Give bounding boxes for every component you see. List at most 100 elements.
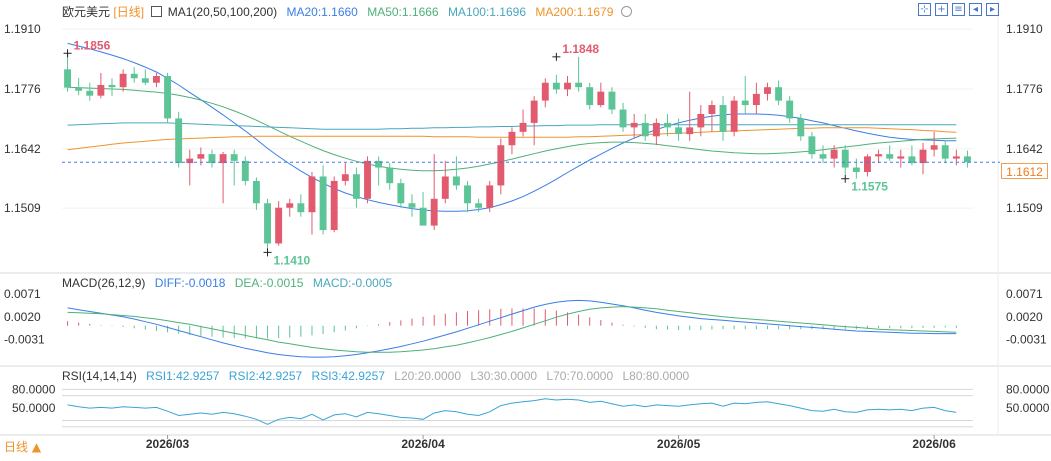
candle-body xyxy=(97,84,105,96)
candle-body xyxy=(375,160,383,168)
candle-body xyxy=(608,91,616,110)
rsi1-value: RSI1:42.9257 xyxy=(146,369,220,383)
macd-dif-line xyxy=(67,299,957,358)
candle-body xyxy=(630,122,638,128)
candle-body xyxy=(864,156,871,173)
candle-body xyxy=(186,158,194,164)
ma20-line xyxy=(67,42,957,212)
candle-body xyxy=(808,136,816,155)
macd-tick-label-left: -0.0031 xyxy=(4,332,45,346)
candle-body xyxy=(441,176,449,199)
extreme-price-label: 1.1848 xyxy=(562,42,599,56)
candle-body xyxy=(941,145,949,159)
y-tick-label-left: 1.1509 xyxy=(4,201,41,215)
macd-tick-label-left: 0.0020 xyxy=(4,310,41,324)
x-tick-label: 2026/06 xyxy=(912,437,956,451)
rsi-l70: L70:70.0000 xyxy=(546,369,614,383)
candle-body xyxy=(952,156,960,159)
rsi-tick-label-left: 50.0000 xyxy=(12,401,56,415)
extreme-price-label: 1.1856 xyxy=(74,38,111,52)
candle-body xyxy=(341,174,349,181)
candle-body xyxy=(408,203,416,208)
candle-body xyxy=(786,100,794,119)
candle-body xyxy=(930,145,938,150)
candle-body xyxy=(386,167,394,184)
candle-body xyxy=(764,87,771,94)
candle-body xyxy=(86,90,94,96)
y-tick-label-left: 1.1776 xyxy=(4,82,41,96)
chart-type-icon[interactable]: ⊹ xyxy=(918,3,931,16)
ma50-value: MA50:1.1666 xyxy=(367,5,439,19)
candle-body xyxy=(964,156,971,163)
candle-body xyxy=(352,174,360,199)
rsi3-value: RSI3:42.9257 xyxy=(311,369,385,383)
rsi2-value: RSI2:42.9257 xyxy=(228,369,303,383)
candle-body xyxy=(297,203,305,213)
period-button[interactable]: 日线 ▲ xyxy=(4,440,42,454)
candle-body xyxy=(741,100,749,106)
x-tick-label: 2026/04 xyxy=(401,437,445,451)
candle-body xyxy=(852,167,860,173)
indicator-toggle-icon[interactable] xyxy=(151,6,163,17)
ma100-value: MA100:1.1696 xyxy=(447,5,526,19)
candle-body xyxy=(308,176,316,213)
candle-body xyxy=(686,127,694,135)
rsi-header: RSI(14,14,14) RSI1:42.9257 RSI2:42.9257 … xyxy=(62,369,689,383)
candle-body xyxy=(708,105,716,114)
candle-body xyxy=(330,180,338,231)
candle-body xyxy=(897,156,905,159)
candle-body xyxy=(241,160,249,181)
candle-body xyxy=(464,185,471,204)
candle-body xyxy=(641,122,649,137)
candle-body xyxy=(364,160,371,199)
prev-icon[interactable]: ◂ xyxy=(969,3,982,16)
crosshair-icon[interactable]: + xyxy=(935,3,948,16)
period-label[interactable]: [日线] xyxy=(113,5,145,19)
macd-tick-label-right: 0.0020 xyxy=(1006,310,1043,324)
x-tick-label: 2026/05 xyxy=(657,437,701,451)
ma20-value: MA20:1.1660 xyxy=(286,5,358,19)
extreme-price-label: 1.1575 xyxy=(851,180,888,194)
rsi-tick-label-right: 50.0000 xyxy=(1006,401,1050,415)
candle-body xyxy=(664,122,671,128)
macd-tick-label-right: 0.0071 xyxy=(1006,287,1043,301)
candle-body xyxy=(508,131,516,146)
candle-body xyxy=(719,105,727,132)
settings-icon[interactable]: ≡ xyxy=(952,3,965,16)
candle-body xyxy=(908,156,916,164)
macd-tick-label-right: -0.0031 xyxy=(1006,332,1047,346)
candle-body xyxy=(264,203,271,244)
candle-body xyxy=(175,118,183,164)
rsi-l20: L20:20.0000 xyxy=(394,369,461,383)
candle-body xyxy=(152,76,160,83)
macd-diff: DIFF:-0.0018 xyxy=(154,276,226,290)
candle-body xyxy=(541,82,549,101)
candle-body xyxy=(219,154,227,164)
rsi-line xyxy=(67,398,957,425)
candle-body xyxy=(252,180,260,204)
ma100-line xyxy=(67,122,957,130)
rsi-tick-label-right: 80.0000 xyxy=(1006,382,1050,396)
y-tick-label-right: 1.1642 xyxy=(1006,142,1043,156)
next-icon[interactable]: ▸ xyxy=(986,3,999,16)
ma-settings-icon[interactable] xyxy=(620,6,632,17)
macd-value: MACD:-0.0005 xyxy=(312,276,393,290)
candle-body xyxy=(119,73,127,88)
extreme-price-label: 1.1410 xyxy=(274,253,311,267)
y-tick-label-left: 1.1642 xyxy=(4,142,41,156)
current-price-tag: 1.1612 xyxy=(1001,163,1048,179)
rsi-l30: L30:30.0000 xyxy=(470,369,538,383)
candle-body xyxy=(197,154,205,159)
candle-body xyxy=(830,149,838,159)
candle-body xyxy=(164,76,171,119)
candle-body xyxy=(286,203,294,208)
macd-dea: DEA:-0.0015 xyxy=(234,276,304,290)
y-tick-label-left: 1.1910 xyxy=(4,22,41,36)
candle-body xyxy=(819,154,827,159)
candle-body xyxy=(230,154,238,161)
candle-body xyxy=(564,82,571,90)
chart-toolbar: ⊹ + ≡ ◂ ▸ xyxy=(918,3,999,16)
candle-body xyxy=(430,198,438,226)
